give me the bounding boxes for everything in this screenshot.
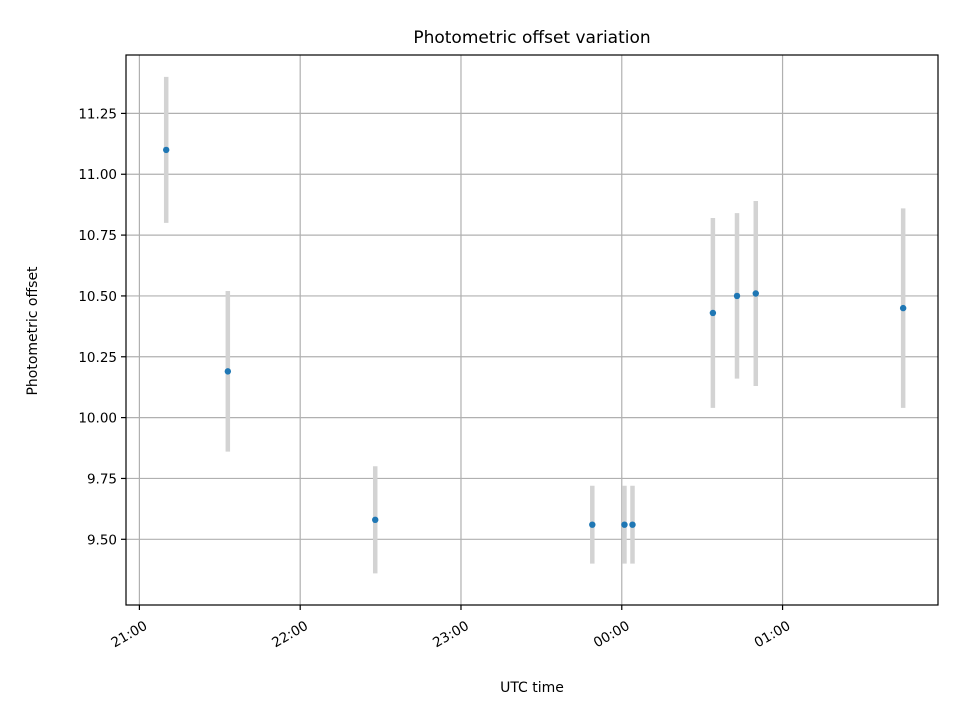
- y-axis-label: Photometric offset: [25, 266, 41, 396]
- y-tick-label: 9.75: [87, 471, 117, 487]
- data-point: [629, 521, 636, 528]
- y-tick-label: 10.25: [78, 350, 117, 366]
- data-point: [589, 521, 596, 528]
- chart-title: Photometric offset variation: [413, 28, 650, 48]
- grid-layer: [126, 55, 938, 605]
- data-point: [224, 368, 232, 375]
- y-tick-label: 10.00: [78, 411, 117, 427]
- y-tick-label: 11.00: [78, 167, 117, 183]
- data-point: [372, 516, 379, 524]
- data-point: [899, 304, 907, 312]
- data-point: [162, 146, 170, 154]
- point-layer: [162, 146, 907, 528]
- y-tick-label: 9.50: [87, 532, 117, 548]
- y-tick-label: 11.25: [78, 106, 117, 122]
- y-tick-label: 10.50: [78, 289, 117, 305]
- x-axis-label: UTC time: [500, 680, 564, 696]
- y-tick-label: 10.75: [78, 228, 117, 244]
- plot-frame: [125, 54, 939, 606]
- data-point: [733, 292, 741, 300]
- data-point: [709, 309, 717, 317]
- y-axis-ticks: 9.50 9.75 10.00 10.25 10.50 10.75 11.00 11.25: [78, 106, 126, 548]
- data-point: [752, 290, 759, 297]
- data-point: [621, 521, 628, 528]
